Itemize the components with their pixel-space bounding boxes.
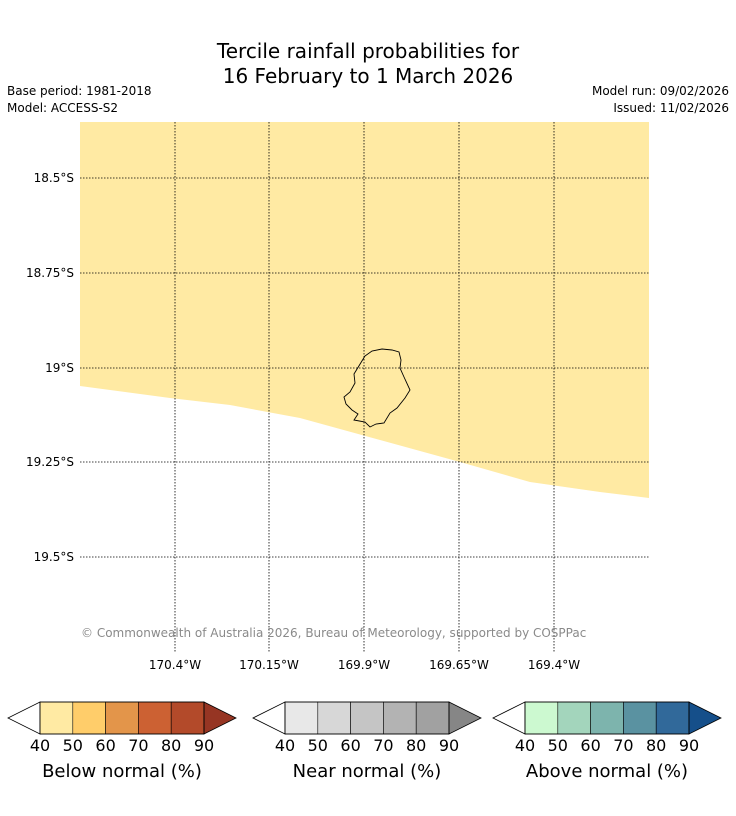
lon-label: 169.4°W [527,658,581,672]
colorbar-tick-label: 40 [274,736,296,755]
colorbar-segment [284,701,319,735]
colorbar-segment [170,701,205,735]
lon-label: 169.9°W [337,658,391,672]
colorbar-title: Near normal (%) [292,761,442,782]
colorbar-title: Above normal (%) [525,761,689,782]
colorbar-tick-label: 70 [373,736,394,755]
colorbar-tick-label: 50 [307,736,328,755]
colorbar-tick-label: 40 [29,736,51,755]
colorbar-tick-label: 60 [95,736,116,755]
chart-title-line2: 16 February to 1 March 2026 [222,64,514,88]
colorbar-segment [415,701,450,735]
colorbar-tick-label: 90 [678,736,700,755]
lon-label: 170.4°W [148,658,202,672]
colorbar-segment [557,701,591,735]
colorbar-segment [655,701,690,735]
colorbar-tick-label: 70 [128,736,149,755]
colorbar-segment [72,701,106,735]
issued-text: Issued: 11/02/2026 [613,101,729,115]
colorbar-tick-label: 50 [547,736,568,755]
colorbar-segment [383,701,417,735]
colorbar-segment [623,701,657,735]
colorbar-tick-label: 80 [161,736,182,755]
colorbar-title: Below normal (%) [42,761,202,782]
colorbar-extend-high [448,701,482,735]
lat-label: 18.5°S [33,171,74,185]
lat-label: 19.25°S [26,455,74,469]
map-canvas [80,122,649,653]
island-outline [343,348,411,428]
colorbar-segment [590,701,624,735]
graticule [80,122,649,653]
colorbar-tick-label: 50 [62,736,83,755]
below-normal-probability-region [80,122,649,498]
colorbar-tick-label: 70 [613,736,634,755]
colorbar-segment [317,701,351,735]
colorbar-extend-low [252,701,286,735]
lat-label: 19.5°S [33,550,74,564]
lat-label: 18.75°S [26,266,74,280]
colorbar-extend-low [7,701,41,735]
chart-title-line1: Tercile rainfall probabilities for [216,39,520,63]
colorbar-segment [350,701,384,735]
copyright-text: © Commonwealth of Australia 2026, Bureau… [81,626,587,640]
model-run-text: Model run: 09/02/2026 [591,84,729,98]
colorbar-segment [105,701,139,735]
colorbar-extend-low [492,701,526,735]
colorbar-tick-label: 60 [340,736,361,755]
colorbar-extend-high [688,701,722,735]
colorbar-segment [524,701,559,735]
colorbar-tick-label: 40 [514,736,536,755]
lon-label: 170.15°W [239,658,299,672]
colorbar-tick-label: 60 [580,736,601,755]
colorbar-tick-label: 90 [438,736,460,755]
colorbar-tick-label: 90 [193,736,215,755]
colorbar-segment [138,701,172,735]
colorbar-tick-label: 80 [406,736,427,755]
lon-label: 169.65°W [429,658,489,672]
colorbar-segment [39,701,74,735]
model-text: Model: ACCESS-S2 [7,101,119,115]
colorbars [7,701,722,735]
colorbar-outline [284,701,450,735]
colorbar-outline [39,701,205,735]
lat-label: 19°S [45,361,74,375]
colorbar-tick-label: 80 [646,736,667,755]
base-period-text: Base period: 1981-2018 [7,84,152,98]
colorbar-outline [524,701,690,735]
colorbar-extend-high [203,701,237,735]
